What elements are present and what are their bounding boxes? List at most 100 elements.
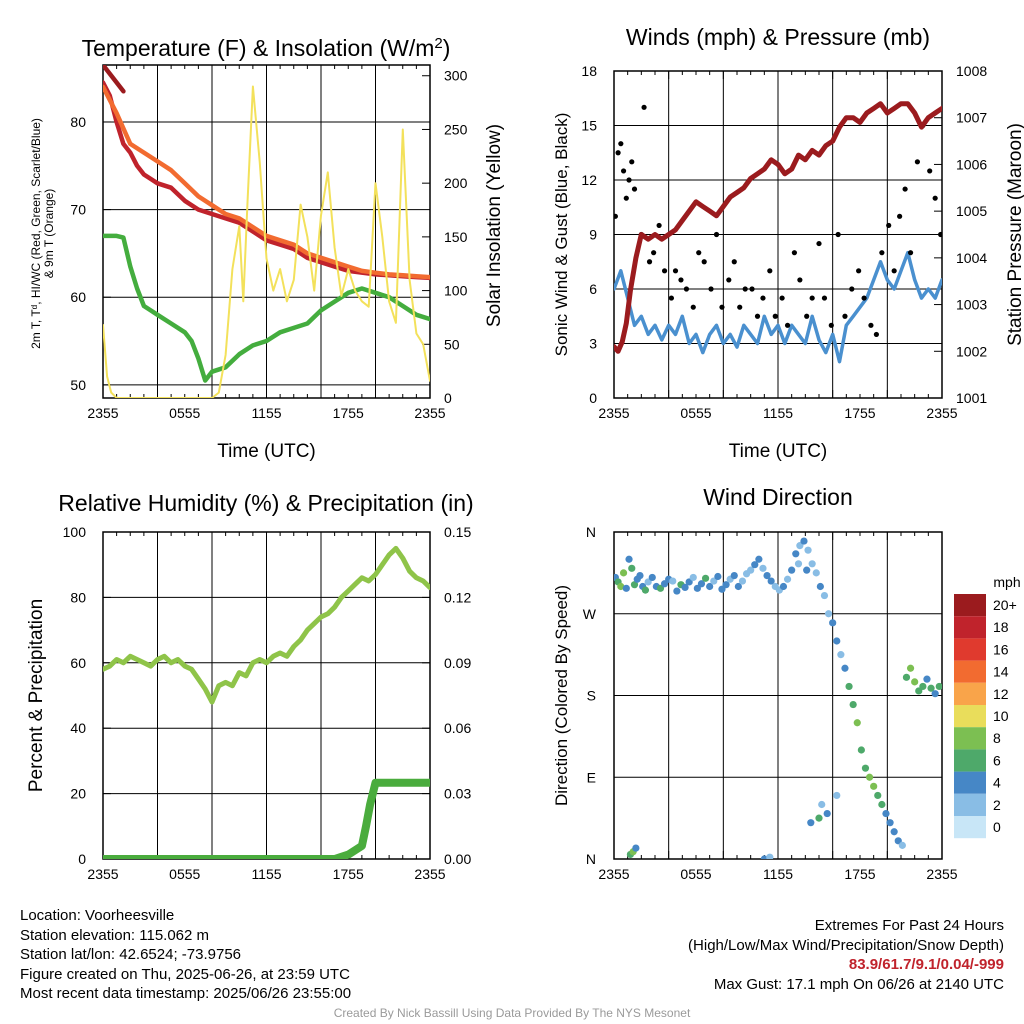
gust-point <box>678 277 684 283</box>
y-right-tick-label: 200 <box>444 175 468 191</box>
gust-point <box>742 286 748 292</box>
wind-direction-point <box>734 582 742 591</box>
x-tick-label: 1155 <box>763 405 793 421</box>
extremes-info: Extremes For Past 24 Hours (High/Low/Max… <box>688 916 1004 994</box>
x-tick-label: 1755 <box>844 866 875 882</box>
series-line <box>103 65 126 94</box>
wind-direction-point <box>779 582 788 591</box>
grid-lines <box>614 71 942 398</box>
gust-point <box>731 259 737 265</box>
y-tick-label: 60 <box>70 655 86 671</box>
y-right-tick-label: 1008 <box>956 63 987 79</box>
wind-direction-point <box>878 800 886 809</box>
title-suffix: ) <box>443 35 451 61</box>
y-right-tick-label: 250 <box>444 121 468 137</box>
y-tick-label: 60 <box>70 289 86 305</box>
x-tick-label: 1755 <box>333 866 364 882</box>
elevation-label: Station elevation: 115.062 m <box>20 926 210 944</box>
gust-point <box>726 277 732 283</box>
gust-point <box>927 168 933 174</box>
wind-direction-point <box>898 841 906 849</box>
x-tick-label: 0555 <box>169 866 200 882</box>
x-tick-label: 2355 <box>87 405 118 421</box>
colorbar-swatch <box>954 749 986 772</box>
y-right-tick-label: 0.15 <box>444 524 471 540</box>
gust-point <box>821 295 828 301</box>
wind-direction-point <box>911 678 919 686</box>
gust-point <box>907 250 914 256</box>
wind-direction-point <box>890 828 898 836</box>
gust-point <box>646 259 653 265</box>
y-right-tick-label: 0.03 <box>444 786 471 802</box>
y-axis-label: 2m T, Tᵈ, HI/WC (Red, Green, Scarlet/Blu… <box>29 118 56 349</box>
wind-direction-point <box>820 591 829 600</box>
station-info: Location: Voorheesville Station elevatio… <box>20 906 351 1004</box>
gust-point <box>932 195 938 201</box>
y-tick-label: 80 <box>70 114 86 130</box>
max-gust-label: Max Gust: 17.1 mph On 06/26 at 2140 UTC <box>713 975 1004 993</box>
gust-point <box>656 222 662 229</box>
gust-point <box>897 213 903 219</box>
wind-direction-point <box>849 700 857 709</box>
gust-point <box>690 304 696 310</box>
y-right-axis-label: Station Pressure (Maroon) <box>1005 123 1024 346</box>
series-line <box>103 84 430 280</box>
location-label: Location: Voorheesville <box>20 907 175 924</box>
colorbar-swatch <box>954 727 986 750</box>
gust-point <box>683 286 690 292</box>
gust-point <box>902 186 908 192</box>
gust-point <box>623 195 629 201</box>
gust-point <box>873 331 880 338</box>
winds-panel: 2355 0555 1155 1755 235503691215181001100210… <box>552 24 1024 462</box>
gust-point <box>651 250 657 256</box>
gust-point <box>861 295 867 301</box>
gust-point <box>641 104 647 110</box>
chart-title: Wind Direction <box>703 484 853 510</box>
wind-direction-point <box>747 566 755 574</box>
x-tick-label: 2355 <box>926 866 957 882</box>
grid-lines <box>103 65 430 398</box>
y-axis-label: Percent & Precipitation <box>26 599 47 792</box>
gust-point <box>708 286 714 292</box>
y-right-tick-label: 0.12 <box>444 589 471 605</box>
colorbar-label: 10 <box>993 708 1009 724</box>
wind-direction-point <box>681 583 689 592</box>
colorbar-label: 6 <box>993 752 1001 768</box>
y-axis-label-line1: 2m T, Tᵈ, HI/WC (Red, Green, Scarlet/Blu… <box>29 118 43 349</box>
gust-point <box>779 295 785 301</box>
colorbar: mph 20+ 18 16 14 12 10 8 6 4 2 0 <box>954 574 1021 839</box>
wind-direction-point <box>902 673 911 681</box>
series-line <box>103 233 430 383</box>
gust-point <box>618 141 624 147</box>
colorbar-swatch <box>954 638 986 661</box>
wind-direction-point <box>632 844 640 852</box>
gust-point <box>719 304 725 310</box>
wind-direction-point <box>669 577 677 585</box>
wind-direction-point <box>617 582 625 591</box>
gust-point <box>701 259 707 265</box>
y-right-tick-label: 1001 <box>956 390 987 406</box>
y-tick-label: 3 <box>589 336 597 352</box>
data-marks <box>614 537 942 859</box>
wind-direction-point <box>923 675 931 683</box>
colorbar-swatch <box>954 771 986 794</box>
gust-point <box>615 150 621 156</box>
gust-point <box>809 295 815 301</box>
wind-direction-point <box>751 561 759 569</box>
wind-direction-point <box>730 572 738 580</box>
wind-direction-point <box>882 809 890 818</box>
wind-direction-point <box>783 575 792 583</box>
gust-point <box>672 268 679 274</box>
y-tick-label: 15 <box>581 118 597 134</box>
wind-direction-point <box>861 764 870 772</box>
series-line <box>614 250 942 364</box>
colorbar-swatch <box>954 616 986 639</box>
y-tick-label: 18 <box>581 63 597 79</box>
x-tick-label: 1755 <box>333 405 364 421</box>
wind-direction-point <box>807 819 815 827</box>
wind-direction-point <box>865 773 874 781</box>
wind-direction-point <box>833 791 841 800</box>
x-tick-label: 2355 <box>926 405 957 421</box>
y-right-tick-label: 1005 <box>956 203 987 219</box>
series-line <box>103 85 430 398</box>
